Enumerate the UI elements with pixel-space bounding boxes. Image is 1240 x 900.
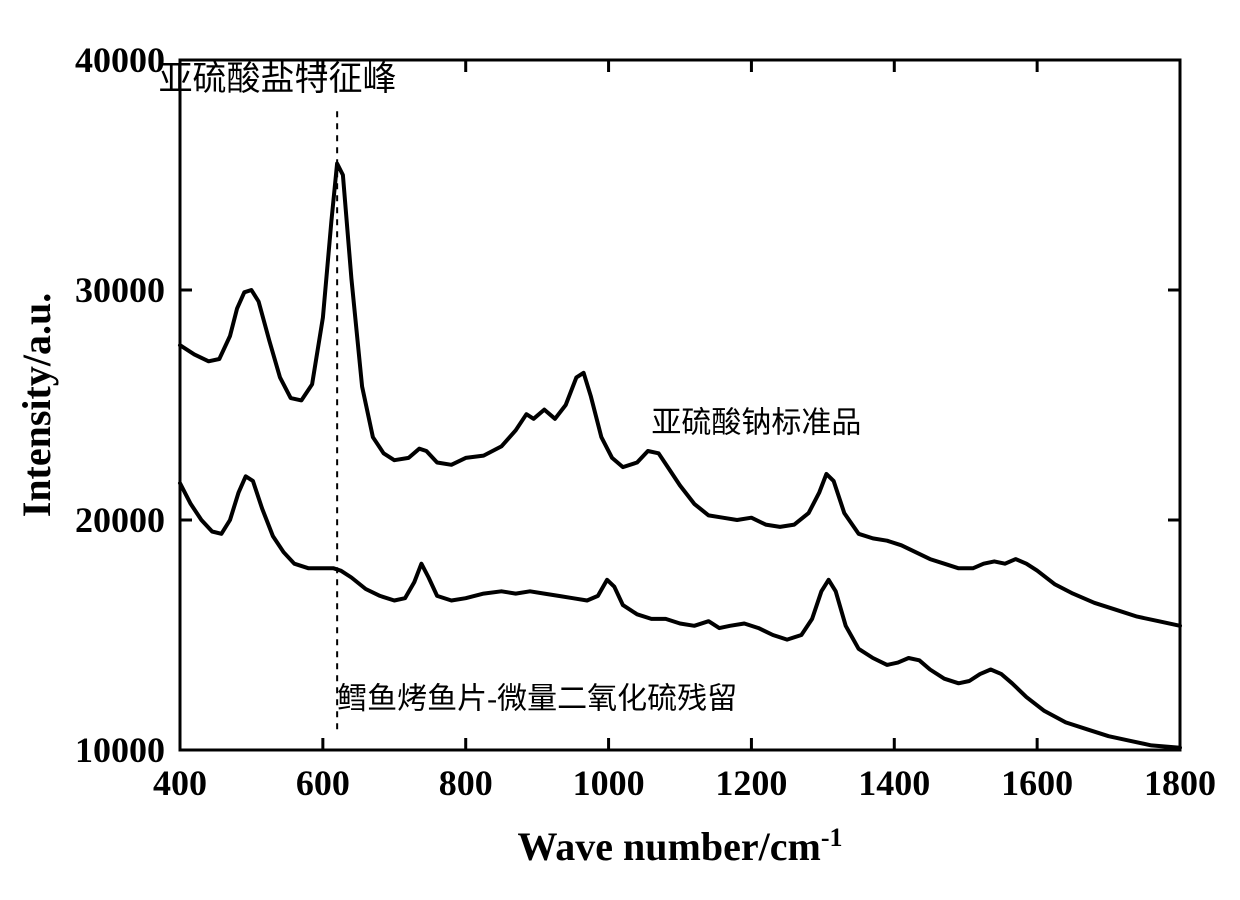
x-tick-label: 600 — [296, 763, 350, 803]
y-axis-label: Intensity/a.u. — [14, 293, 59, 518]
x-tick-label: 1600 — [1001, 763, 1073, 803]
series-label-cod-fish-sample: 鳕鱼烤鱼片-微量二氧化硫残留 — [337, 683, 737, 716]
series-label-sodium-sulfite-standard: 亚硫酸钠标准品 — [651, 407, 861, 440]
reference-peak-label: 亚硫酸盐特征峰 — [159, 60, 397, 98]
x-tick-label: 1800 — [1144, 763, 1216, 803]
y-tick-label: 40000 — [75, 40, 165, 80]
x-axis-label: Wave number/cm-1 — [518, 823, 843, 870]
x-tick-label: 1200 — [715, 763, 787, 803]
x-tick-label: 1400 — [858, 763, 930, 803]
y-tick-label: 30000 — [75, 270, 165, 310]
x-tick-label: 800 — [439, 763, 493, 803]
y-tick-label: 20000 — [75, 500, 165, 540]
x-tick-label: 1000 — [573, 763, 645, 803]
y-tick-label: 10000 — [75, 730, 165, 770]
chart-container: 4006008001000120014001600180010000200003… — [0, 0, 1240, 900]
spectrum-chart: 4006008001000120014001600180010000200003… — [0, 0, 1240, 900]
